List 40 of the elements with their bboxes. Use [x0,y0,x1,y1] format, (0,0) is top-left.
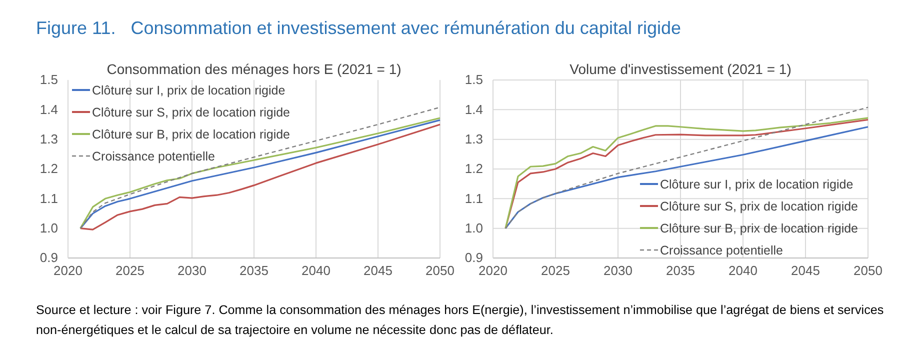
y-tick-label: 1.1 [40,190,58,206]
x-tick-label: 2035 [240,263,268,278]
x-tick-label: 2050 [854,263,882,278]
legend-label: Clôture sur I, prix de location rigide [92,83,286,98]
y-tick-label: 1.1 [464,190,483,206]
y-tick-label: 1.5 [40,72,58,88]
legend-label: Clôture sur B, prix de location rigide [660,221,858,236]
y-tick-label: 0.9 [464,250,483,266]
chart-title: Volume d'investissement (2021 = 1) [570,61,792,77]
legend-label: Clôture sur S, prix de location rigide [92,105,290,120]
x-tick-label: 2045 [364,263,392,278]
x-tick-label: 2025 [116,263,144,278]
legend-label: Clôture sur B, prix de location rigide [92,127,290,142]
x-tick-label: 2045 [791,263,820,278]
y-tick-label: 1.4 [464,102,483,117]
x-tick-label: 2020 [478,263,508,278]
x-tick-label: 2035 [666,263,695,278]
y-tick-label: 1.2 [464,161,483,176]
x-tick-label: 2040 [728,263,758,278]
y-tick-label: 1.0 [464,220,483,236]
x-tick-label: 2030 [178,263,206,278]
legend-label: Croissance potentielle [92,149,216,164]
caption: Figure 11. Consommation et investissement avec rémunération du capital rigide [36,18,681,39]
y-tick-label: 1.3 [464,131,483,146]
y-tick-label: 0.9 [40,250,58,266]
legend-label: Clôture sur S, prix de location rigide [660,199,858,214]
y-tick-label: 1.5 [464,72,483,88]
y-tick-label: 1.3 [40,131,58,146]
x-tick-label: 2040 [302,263,330,278]
x-tick-label: 2020 [54,263,82,278]
y-tick-label: 1.2 [40,161,58,176]
legend-label: Croissance potentielle [660,243,784,258]
y-tick-label: 1.4 [40,102,58,117]
chart-title: Consommation des ménages hors E (2021 = 1) [106,61,402,77]
y-tick-label: 1.0 [40,220,58,236]
x-tick-label: 2030 [604,263,632,278]
x-tick-label: 2025 [541,263,570,278]
source-note: Source et lecture : voir Figure 7. Comme la consommation des ménages hors E(nergie), l’investissement n’immobilise que l’agrégat de biens et services non-énergétiques et le calcul de sa trajectoire en volume ne nécessite donc pas de déflateur. [36,302,885,339]
x-tick-label: 2050 [426,263,454,278]
legend-label: Clôture sur I, prix de location rigide [660,177,854,192]
